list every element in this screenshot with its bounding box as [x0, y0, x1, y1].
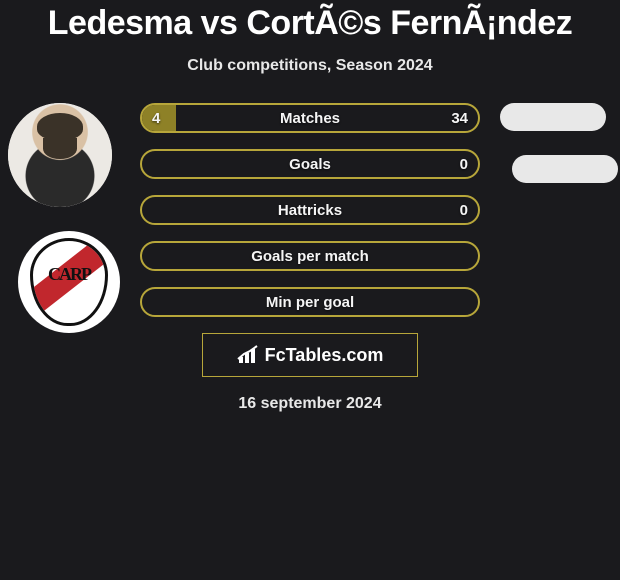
stat-left-value: 4 [152, 110, 160, 127]
page-title: Ledesma vs CortÃ©s FernÃ¡ndez [0, 0, 620, 43]
player-right-pill-bottom [512, 155, 618, 183]
stat-label: Goals [289, 156, 331, 173]
stat-bar: Goals per match [140, 241, 480, 271]
date-label: 16 september 2024 [0, 395, 620, 413]
stat-label: Matches [280, 110, 340, 127]
bar-chart-icon [237, 345, 263, 365]
brand-text: FcTables.com [265, 345, 384, 366]
face-icon [8, 103, 112, 207]
comparison-content: CARP 4 Matches 34 Goals 0 Hattricks 0 Goals per… [0, 103, 620, 317]
stat-bars: 4 Matches 34 Goals 0 Hattricks 0 Goals per matc… [140, 103, 480, 317]
stat-bar: Hattricks 0 [140, 195, 480, 225]
club-monogram: CARP [33, 264, 105, 285]
stat-bar: Min per goal [140, 287, 480, 317]
brand-box[interactable]: FcTables.com [202, 333, 418, 377]
shield-icon: CARP [30, 238, 108, 326]
stat-label: Min per goal [266, 294, 354, 311]
stat-label: Goals per match [251, 248, 369, 265]
stat-right-value: 34 [451, 110, 468, 127]
stat-bar: Goals 0 [140, 149, 480, 179]
stat-right-value: 0 [460, 202, 468, 219]
stat-label: Hattricks [278, 202, 342, 219]
club-badge: CARP [18, 231, 120, 333]
player-left-avatar [8, 103, 112, 207]
stat-bar: 4 Matches 34 [140, 103, 480, 133]
player-right-pill-top [500, 103, 606, 131]
stat-right-value: 0 [460, 156, 468, 173]
subtitle: Club competitions, Season 2024 [0, 57, 620, 75]
